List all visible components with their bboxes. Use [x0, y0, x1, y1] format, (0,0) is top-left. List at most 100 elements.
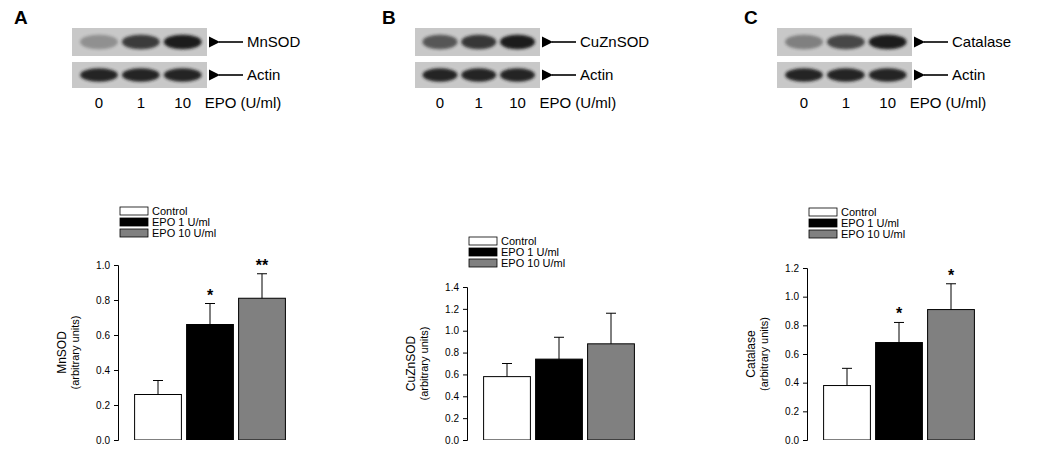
error-bar — [951, 284, 952, 310]
blot-band — [164, 68, 202, 82]
error-bar — [559, 337, 560, 359]
significance: * — [948, 267, 955, 284]
lane-label: 0 — [95, 94, 103, 111]
blot-label: Actin — [580, 66, 613, 83]
tick: 0.4 — [785, 377, 807, 388]
legend-swatch — [809, 230, 837, 238]
error-bar — [847, 368, 848, 385]
tick-mark — [463, 396, 467, 397]
blot-band — [869, 68, 907, 82]
y-axis: 0.00.20.40.60.81.01.2 — [785, 263, 807, 446]
tick-label: 1.2 — [785, 263, 799, 274]
y-axis-title: (arbitrary units) — [418, 327, 430, 401]
tick-label: 0.0 — [445, 435, 459, 446]
tick-mark — [803, 383, 807, 384]
y-axis-title: MnSOD — [55, 331, 69, 374]
blot-label: MnSOD — [247, 33, 301, 50]
blot-arrow — [924, 41, 948, 43]
tick-label: 0.2 — [96, 400, 110, 411]
blot-label: Actin — [952, 66, 985, 83]
lane-label: 1 — [475, 94, 483, 111]
tick-mark — [803, 325, 807, 326]
panel: AMnSODActin0110EPO (U/ml)0.00.20.40.60.8… — [14, 7, 301, 446]
bar — [239, 298, 286, 440]
lane-label: 1 — [137, 94, 145, 111]
y-axis: 0.00.20.40.60.81.0 — [96, 260, 118, 446]
legend-swatch — [469, 237, 497, 245]
plot-area — [824, 284, 975, 440]
error-cap — [606, 313, 616, 314]
error-cap — [842, 368, 852, 369]
tick: 0.2 — [445, 413, 467, 424]
figure: AMnSODActin0110EPO (U/ml)0.00.20.40.60.8… — [0, 0, 1050, 451]
tick-label: 1.0 — [445, 325, 459, 336]
bar — [824, 386, 871, 440]
legend-swatch — [469, 248, 497, 256]
significance: ** — [256, 257, 269, 274]
tick-label: 0.4 — [96, 365, 110, 376]
tick-label: 0.8 — [445, 347, 459, 358]
tick: 0.6 — [785, 349, 807, 360]
blot-band — [164, 35, 202, 50]
tick-mark — [803, 268, 807, 269]
blot-strip — [415, 28, 540, 56]
lane-label: 1 — [842, 94, 850, 111]
legend-swatch — [469, 259, 497, 267]
bar — [536, 359, 583, 440]
error-bar — [899, 322, 900, 342]
blot-label: Catalase — [952, 33, 1011, 50]
bar — [484, 377, 531, 440]
error-cap — [502, 363, 512, 364]
tick-mark — [114, 265, 118, 266]
tick-label: 1.2 — [445, 304, 459, 315]
tick-label: 0.4 — [785, 377, 799, 388]
blot-band — [827, 68, 865, 82]
y-axis-title: (arbitrary units) — [758, 317, 770, 391]
blot-band — [785, 68, 823, 82]
tick-label: 0.0 — [785, 435, 799, 446]
plot-area — [135, 274, 286, 440]
plot-area — [484, 313, 635, 440]
blot-band — [869, 35, 907, 50]
legend-label: EPO 10 U/ml — [501, 257, 565, 269]
error-cap — [153, 380, 163, 381]
blot-strip — [777, 28, 912, 56]
blot-arrow — [552, 41, 576, 43]
tick-mark — [463, 374, 467, 375]
blot-arrow — [219, 74, 243, 76]
y-axis-title: (arbitrary units) — [69, 316, 81, 390]
tick-mark — [803, 440, 807, 441]
tick: 0.0 — [445, 435, 467, 446]
tick-label: 0.6 — [785, 349, 799, 360]
tick-mark — [114, 335, 118, 336]
tick-label: 1.0 — [96, 260, 110, 271]
tick-mark — [114, 440, 118, 441]
legend: ControlEPO 1 U/mlEPO 10 U/ml — [809, 206, 905, 240]
bar — [928, 310, 975, 440]
panel-label: A — [14, 7, 28, 28]
tick: 0.6 — [445, 369, 467, 380]
lane-title: EPO (U/ml) — [540, 94, 617, 111]
tick: 1.4 — [445, 282, 467, 293]
tick: 1.0 — [785, 291, 807, 302]
tick: 0.6 — [96, 330, 118, 341]
significance: * — [207, 287, 214, 304]
tick-mark — [463, 418, 467, 419]
y-axis-title: Catalase — [744, 330, 758, 378]
blot-strip — [415, 62, 540, 88]
blot-band — [500, 68, 535, 82]
bar — [135, 395, 182, 441]
axis-line — [463, 288, 468, 441]
blot-arrow — [552, 74, 576, 76]
tick: 0.8 — [445, 347, 467, 358]
tick-mark — [114, 300, 118, 301]
tick-label: 0.6 — [96, 330, 110, 341]
blot-band — [785, 35, 823, 50]
tick-label: 0.6 — [445, 369, 459, 380]
legend: ControlEPO 1 U/mlEPO 10 U/ml — [469, 235, 565, 269]
blot-band — [827, 35, 865, 50]
tick-label: 0.8 — [785, 320, 799, 331]
error-bar — [507, 364, 508, 377]
tick-mark — [463, 309, 467, 310]
blot-arrow — [219, 41, 243, 43]
